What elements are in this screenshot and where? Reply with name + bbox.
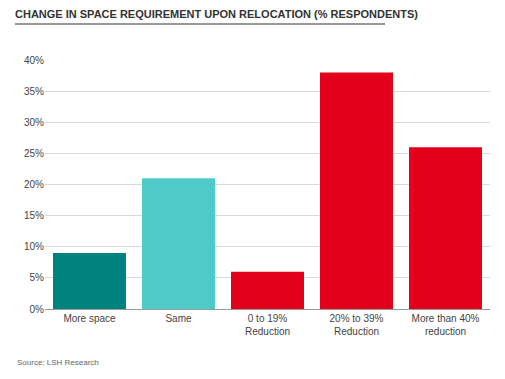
svg-text:20%: 20% <box>24 179 44 190</box>
svg-text:30%: 30% <box>24 117 44 128</box>
svg-text:Source: LSH Research: Source: LSH Research <box>17 358 99 367</box>
svg-text:0%: 0% <box>30 304 45 315</box>
svg-text:15%: 15% <box>24 210 44 221</box>
svg-text:40%: 40% <box>24 55 44 66</box>
svg-text:10%: 10% <box>24 241 44 252</box>
svg-text:0 to 19%Reduction: 0 to 19%Reduction <box>245 313 290 337</box>
svg-text:35%: 35% <box>24 86 44 97</box>
svg-text:5%: 5% <box>30 272 45 283</box>
svg-text:More than 40%reduction: More than 40%reduction <box>412 313 480 337</box>
svg-text:CHANGE IN SPACE REQUIREMENT UP: CHANGE IN SPACE REQUIREMENT UPON RELOCAT… <box>15 8 418 20</box>
svg-text:More space: More space <box>63 313 116 324</box>
svg-text:25%: 25% <box>24 148 44 159</box>
svg-text:20% to 39%Reduction: 20% to 39%Reduction <box>330 313 384 337</box>
svg-text:Same: Same <box>165 313 192 324</box>
